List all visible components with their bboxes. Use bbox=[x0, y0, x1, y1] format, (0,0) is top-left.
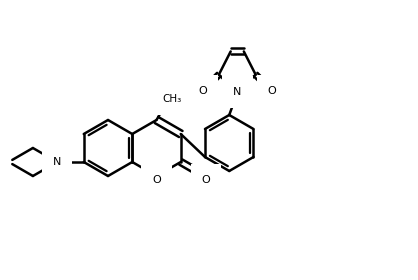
Text: O: O bbox=[152, 175, 161, 185]
Text: O: O bbox=[268, 86, 277, 96]
Text: N: N bbox=[233, 87, 242, 97]
Text: CH₃: CH₃ bbox=[163, 94, 182, 104]
Text: N: N bbox=[53, 157, 61, 167]
Text: O: O bbox=[201, 175, 210, 185]
Text: O: O bbox=[198, 86, 206, 96]
